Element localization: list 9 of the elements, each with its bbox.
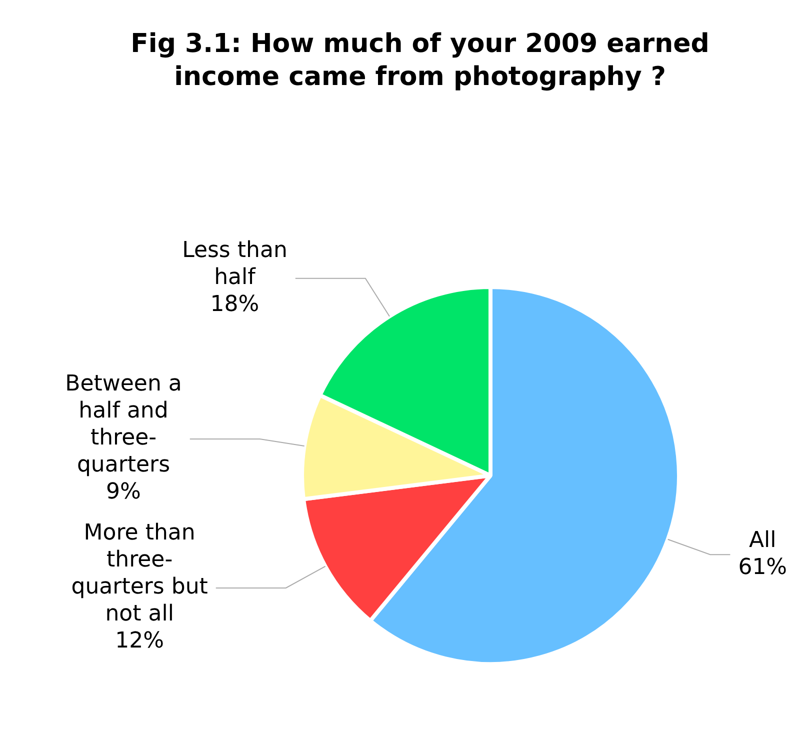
data-label: 12%	[115, 628, 164, 654]
chart-title: Fig 3.1: How much of your 2009 earned income came from photography ?	[130, 28, 710, 94]
data-label: 18%	[210, 292, 260, 318]
data-label: 9%	[106, 480, 141, 505]
data-label: 61%	[738, 554, 788, 580]
slice-label: All	[749, 528, 776, 553]
slice-label: Between a half and three-quarters	[65, 372, 182, 478]
slice-label: Less than half	[182, 238, 288, 290]
slice-label: More than three-quarters but not all	[71, 520, 208, 627]
